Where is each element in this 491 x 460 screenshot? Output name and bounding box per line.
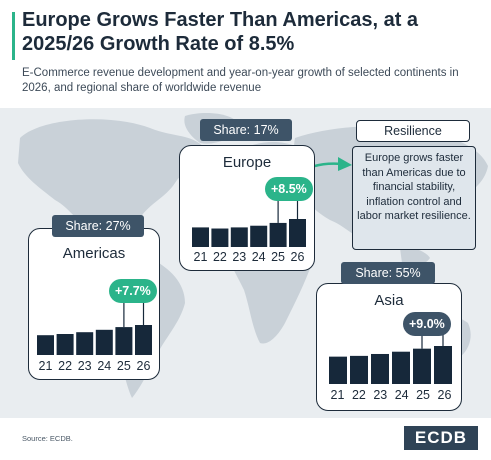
europe-year-labels: 21 22 23 24 25 26 xyxy=(192,250,306,264)
bar-25 xyxy=(269,222,287,247)
year-label: 24 xyxy=(251,250,266,264)
year-label: 23 xyxy=(232,250,247,264)
asia-year-labels: 21 22 23 24 25 26 xyxy=(329,388,453,402)
year-label: 26 xyxy=(136,359,151,373)
year-label: 22 xyxy=(58,359,73,373)
asia-bar-chart xyxy=(329,326,452,384)
year-label: 24 xyxy=(97,359,112,373)
year-label: 21 xyxy=(330,388,345,402)
year-label: 25 xyxy=(116,359,131,373)
region-label: Americas xyxy=(62,245,126,262)
title-accent-bar xyxy=(12,12,15,60)
bar-21 xyxy=(192,227,209,247)
year-label: 26 xyxy=(437,388,452,402)
europe-growth-pill: +8.5% xyxy=(265,177,313,201)
resilience-text: Europe grows faster than Americas due to… xyxy=(352,146,476,250)
bar-22 xyxy=(56,334,74,355)
bar-22 xyxy=(211,228,229,247)
americas-share-tag: Share: 27% xyxy=(52,215,144,237)
bar-23 xyxy=(230,227,248,247)
americas-card: Americas 21 22 23 24 25 26 xyxy=(28,228,160,380)
bar-26 xyxy=(289,219,306,247)
year-label: 25 xyxy=(271,250,286,264)
bar-23 xyxy=(76,332,94,355)
americas-year-labels: 21 22 23 24 25 26 xyxy=(37,359,152,373)
bar-21 xyxy=(37,335,54,355)
year-label: 22 xyxy=(351,388,366,402)
year-label: 26 xyxy=(290,250,305,264)
bar-25 xyxy=(413,348,431,384)
bar-26 xyxy=(434,346,452,384)
bar-25 xyxy=(115,327,133,355)
year-label: 25 xyxy=(416,388,431,402)
bar-23 xyxy=(371,353,389,384)
bar-21 xyxy=(329,356,347,384)
region-label: Europe xyxy=(222,154,272,171)
europe-share-tag: Share: 17% xyxy=(200,119,292,141)
ecdb-logo: ECDB xyxy=(404,426,478,450)
bar-24 xyxy=(250,225,268,247)
bar-26 xyxy=(135,325,152,355)
europe-card: Europe 21 22 23 24 25 26 xyxy=(179,145,315,271)
year-label: 23 xyxy=(373,388,388,402)
page-title: Europe Grows Faster Than Americas, at a … xyxy=(22,9,419,55)
resilience-title: Resilience xyxy=(356,120,470,142)
page-subtitle: E-Commerce revenue development and year-… xyxy=(22,67,459,94)
year-label: 21 xyxy=(193,250,208,264)
year-label: 21 xyxy=(38,359,53,373)
americas-bar-chart xyxy=(37,293,152,355)
asia-share-tag: Share: 55% xyxy=(341,262,435,284)
bar-24 xyxy=(95,329,113,355)
asia-card: Asia 21 22 23 24 25 26 xyxy=(316,283,462,411)
europe-bar-chart xyxy=(192,190,306,247)
bar-22 xyxy=(350,355,368,384)
source-note: Source: ECDB. xyxy=(22,434,73,443)
year-label: 23 xyxy=(77,359,92,373)
asia-growth-pill: +9.0% xyxy=(403,312,451,336)
americas-growth-pill: +7.7% xyxy=(109,279,157,303)
year-label: 22 xyxy=(212,250,227,264)
bar-24 xyxy=(392,351,410,384)
year-label: 24 xyxy=(394,388,409,402)
region-label: Asia xyxy=(374,292,404,309)
